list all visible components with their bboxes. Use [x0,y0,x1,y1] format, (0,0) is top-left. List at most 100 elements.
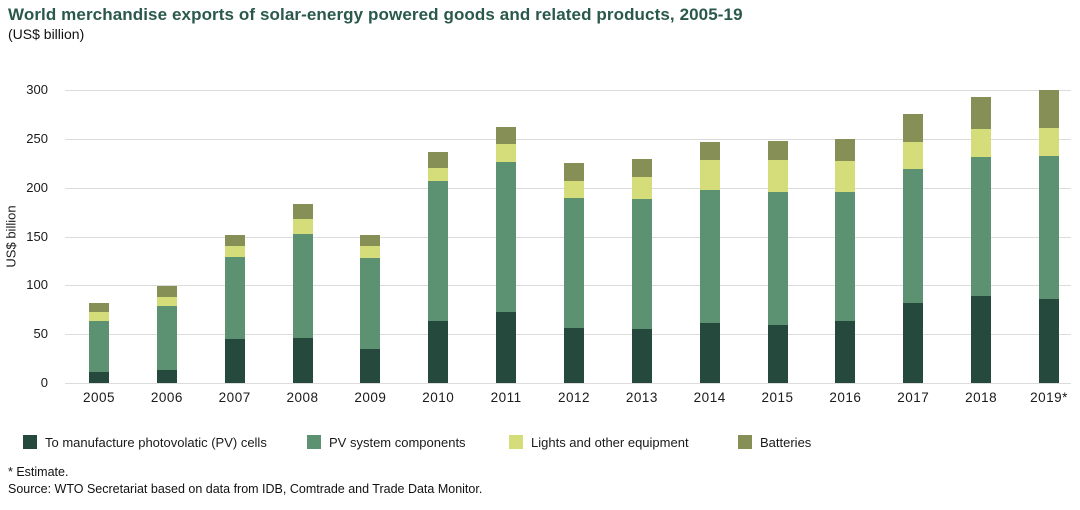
legend-label: To manufacture photovolatic (PV) cells [45,434,267,450]
x-axis-label: 2017 [897,390,930,405]
legend-swatch-icon [509,435,523,449]
bar-segment [156,286,177,298]
bar-segment [156,305,177,371]
y-tick-label: 0 [40,375,48,390]
x-axis-label: 2006 [150,390,183,405]
bar-segment [292,338,313,383]
bar-segment [563,163,584,181]
bar-segment [292,218,313,234]
bar-segment [89,372,109,383]
y-tick-label: 50 [33,326,48,342]
x-axis-label: 2014 [693,390,726,405]
bar-segment [903,169,924,303]
bar-segment [903,141,924,170]
bar-segment [563,180,584,199]
y-tick-label: 200 [26,179,48,195]
bar-segment [903,302,924,383]
bar-segment [563,198,584,329]
bar-segment [631,199,652,330]
y-tick-label: 100 [26,277,48,293]
bar-segment [292,233,313,339]
bar-segment [428,321,449,383]
estimate-note: * Estimate. [8,465,69,479]
x-axis-label: 2011 [490,390,522,405]
x-axis-label: 2015 [761,390,794,405]
x-axis-label: 2016 [829,390,862,405]
x-axis-label: 2007 [218,390,251,405]
y-tick-label: 150 [26,228,48,244]
bar-segment [360,246,381,258]
bar-segment [971,157,992,297]
bar-segment [428,168,449,181]
bar-segment [971,129,992,158]
bar-segment [224,257,245,340]
bar-segment [835,138,856,162]
bar-segment [699,160,720,190]
bar-segment [360,258,381,349]
bar-segment [496,143,517,163]
bar-segment [971,96,992,130]
legend-label: PV system components [329,434,466,450]
page-subtitle: (US$ billion) [8,26,85,42]
legend-swatch-icon [23,435,37,449]
legend-label: Lights and other equipment [531,434,689,450]
bar-segment [903,114,924,142]
bar-segment [224,234,245,247]
bar-segment [835,161,856,192]
bar-segment [835,191,856,321]
legend-item: Batteries [738,434,812,450]
bar-segment [767,191,788,326]
bar-segment [699,141,720,161]
bar-segment [699,189,720,324]
legend-item: To manufacture photovolatic (PV) cells [23,434,267,450]
x-axis-label: 2019* [1030,390,1068,405]
bar-segment [767,325,788,383]
bar-segment [156,370,177,383]
x-axis-label: 2008 [286,390,319,405]
bar-segment [631,176,652,200]
bar-segment [428,151,449,169]
bar-segment [360,234,381,247]
x-axis-label: 2005 [82,390,116,405]
legend-item: PV system components [307,434,466,450]
bar-segment [496,127,517,144]
legend-swatch-icon [738,435,752,449]
bar-segment [224,246,245,258]
bar-segment [89,320,109,373]
y-tick-label: 250 [26,130,48,146]
bar-segment [224,339,245,383]
bar-segment [835,320,856,383]
x-axis-label: 2012 [557,390,590,405]
bar-segment [767,140,788,161]
y-tick-label: 300 [26,82,48,97]
legend-item: Lights and other equipment [509,434,689,450]
gridline [65,383,1071,384]
legend-swatch-icon [307,435,321,449]
bar-segment [360,348,381,383]
bar-segment [631,159,652,177]
bar-segment [428,180,449,322]
x-axis-label: 2018 [965,390,998,405]
bar-segment [89,311,109,321]
bar-segment [1038,156,1059,300]
bar-segment [1038,90,1059,129]
bar-segment [971,296,992,383]
source-note: Source: WTO Secretariat based on data fr… [8,482,483,496]
bar-segment [496,162,517,312]
bar-segment [156,297,177,306]
gridline [65,138,1071,140]
bar-segment [699,323,720,383]
bar-segment [767,160,788,192]
page-title: World merchandise exports of solar-energ… [8,5,743,24]
bar-segment [89,302,109,312]
bar-segment [1038,128,1059,157]
bar-segment [292,204,313,219]
bar-segment [1038,299,1059,383]
bar-segment [631,329,652,383]
x-axis-label: 2009 [354,390,387,405]
bar-segment [496,311,517,383]
x-axis-label: 2013 [625,390,658,405]
plot-area [65,90,1071,384]
legend-label: Batteries [760,434,812,450]
